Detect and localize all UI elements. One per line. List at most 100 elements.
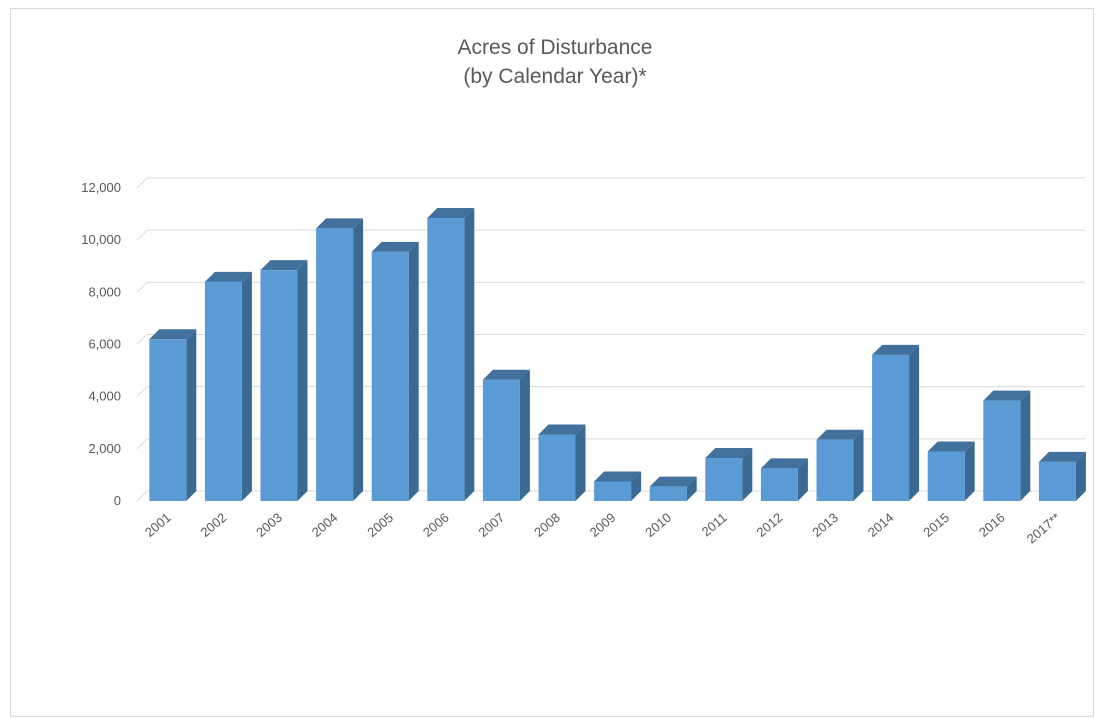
y-tick-label: 8,000 [88,284,121,299]
bar [872,344,920,501]
bar-top [316,218,364,229]
chart-title-line-2: (by Calendar Year)* [463,65,646,88]
bar [760,458,808,501]
bar-side [1020,390,1031,501]
bar-top [371,241,419,252]
bar-front [872,354,910,501]
bar-front [760,468,798,501]
y-tick-label: 2,000 [88,441,121,456]
x-tick-label: 2016 [976,510,1008,540]
bar-top [204,271,252,282]
y-tick-label: 4,000 [88,389,121,404]
bar [538,424,586,501]
x-tick-label: 2005 [364,510,396,540]
chart-title-line-1: Acres of Disturbance [458,36,653,59]
bar-top [149,329,197,340]
x-tick-label: 2007 [476,510,508,540]
bar-top [594,471,642,482]
bar-front [594,481,632,501]
gridline-depth [136,490,148,502]
gridline-depth [136,229,148,241]
bar [371,241,419,501]
bar-top [427,207,475,218]
bar [705,447,753,501]
bar-side [853,429,864,501]
bar-top [705,447,753,458]
bar-front [649,486,687,501]
bar [649,476,697,501]
bar-side [964,441,975,501]
bar [204,271,252,501]
y-tick-label: 10,000 [81,232,121,247]
x-tick-label: 2010 [642,510,674,540]
bar-side [1075,451,1086,501]
bar-front [1038,461,1076,501]
bar-side [742,447,753,501]
bar [316,218,364,501]
y-axis-ticks: 0 2,000 4,000 6,000 8,000 10,000 12,000 [81,180,121,508]
bar-top [816,429,864,440]
bar [260,260,308,501]
bar-top [1038,451,1086,462]
x-tick-label: 2017** [1024,510,1064,547]
bar [816,429,864,501]
x-tick-label: 2004 [309,510,341,540]
bar-side [408,241,419,501]
x-tick-label: 2003 [253,510,285,540]
x-tick-label: 2009 [587,510,619,540]
gridline-depth [136,334,148,345]
x-tick-label: 2001 [142,510,174,540]
bar-front [816,439,854,501]
y-tick-label: 12,000 [81,180,121,195]
bar-top [260,260,308,271]
bar [594,471,642,501]
x-tick-label: 2014 [865,510,897,540]
bar-front [427,217,465,501]
bar [427,207,475,501]
gridline-depth [136,281,148,293]
x-tick-label: 2002 [198,510,230,540]
bars [149,207,1086,501]
bar-top [482,369,530,380]
bar-side [186,329,197,501]
bar-side [797,458,808,501]
bar-side [464,207,475,501]
bar [983,390,1031,501]
bar-front [538,434,576,501]
bar-top [927,441,975,452]
bar [482,369,530,501]
gridline-depth [136,438,148,450]
bar-chart: Acres of Disturbance (by Calendar Year)*… [81,36,1086,547]
gridline-depth [136,177,148,189]
bar-side [631,471,642,501]
bar-side [297,260,308,501]
bar-side [909,344,920,501]
bar-top [983,390,1031,401]
chart-frame: Acres of Disturbance (by Calendar Year)*… [10,8,1094,717]
x-axis-ticks: 2001 2002 2003 2004 2005 2006 2007 2008 2009 2010… [142,510,1063,547]
bar-front [371,251,409,501]
bar-front [705,457,743,501]
gridline-depth [136,386,148,398]
bar-side [575,424,586,501]
bar-top [872,344,920,355]
bar-front [983,400,1021,501]
bar-front [927,451,965,501]
bar [927,441,975,501]
x-tick-label: 2008 [531,510,563,540]
y-tick-label: 6,000 [88,337,121,352]
bar-front [482,379,520,501]
bar [149,329,197,501]
x-tick-label: 2011 [699,510,730,539]
x-tick-label: 2013 [809,510,841,540]
bar-front [149,339,187,501]
y-tick-label: 0 [114,493,121,508]
bar [1038,451,1086,501]
x-tick-label: 2015 [920,510,952,540]
bar-side [241,271,252,501]
bar-side [686,476,697,501]
x-tick-label: 2012 [754,510,786,540]
x-tick-label: 2006 [420,510,452,540]
bar-front [316,228,354,501]
bar-side [519,369,530,501]
